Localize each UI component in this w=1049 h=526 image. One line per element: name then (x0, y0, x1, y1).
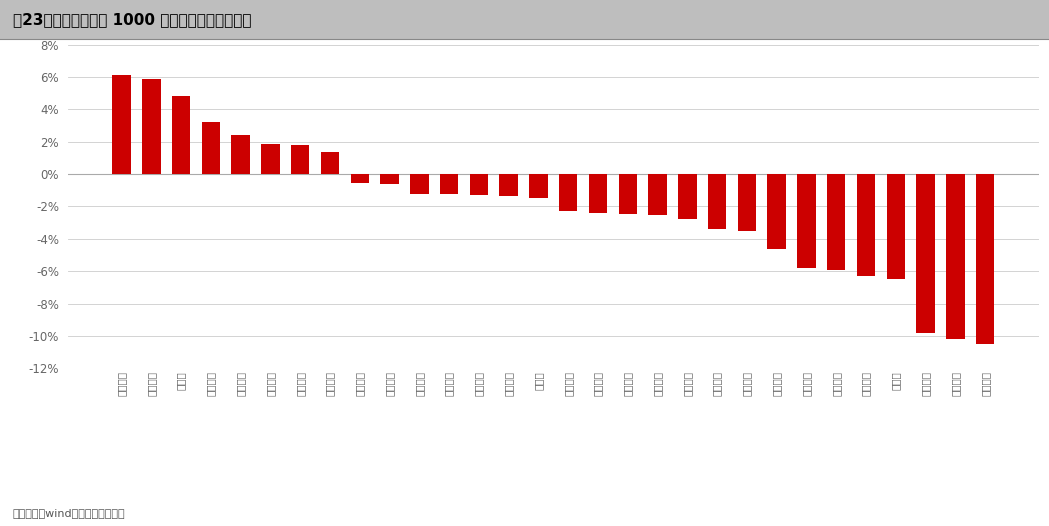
Text: 图23：民生金工中证 1000 选股组合上周持仓收益: 图23：民生金工中证 1000 选股组合上周持仓收益 (13, 12, 251, 27)
Bar (559, 174, 577, 211)
Bar (291, 145, 309, 174)
Bar (142, 79, 160, 174)
Bar (530, 174, 548, 198)
Bar (410, 174, 429, 194)
Bar (321, 152, 339, 174)
Bar (678, 174, 697, 219)
Bar (648, 174, 667, 215)
Bar (768, 174, 786, 248)
Bar (737, 174, 756, 231)
Bar (946, 174, 965, 339)
Text: 资料来源：wind，民生证券研究院: 资料来源：wind，民生证券研究院 (13, 508, 125, 518)
Bar (440, 174, 458, 194)
Bar (708, 174, 726, 229)
Bar (172, 96, 190, 174)
Bar (588, 174, 607, 213)
Bar (499, 174, 518, 196)
Bar (261, 144, 280, 174)
Bar (112, 75, 131, 174)
Bar (917, 174, 935, 332)
Bar (470, 174, 488, 195)
Bar (797, 174, 816, 268)
Bar (976, 174, 994, 344)
Bar (381, 174, 399, 184)
Bar (827, 174, 845, 269)
Bar (350, 174, 369, 183)
Bar (857, 174, 875, 276)
Bar (232, 135, 250, 174)
Bar (201, 123, 220, 174)
Bar (619, 174, 637, 214)
Bar (886, 174, 905, 279)
